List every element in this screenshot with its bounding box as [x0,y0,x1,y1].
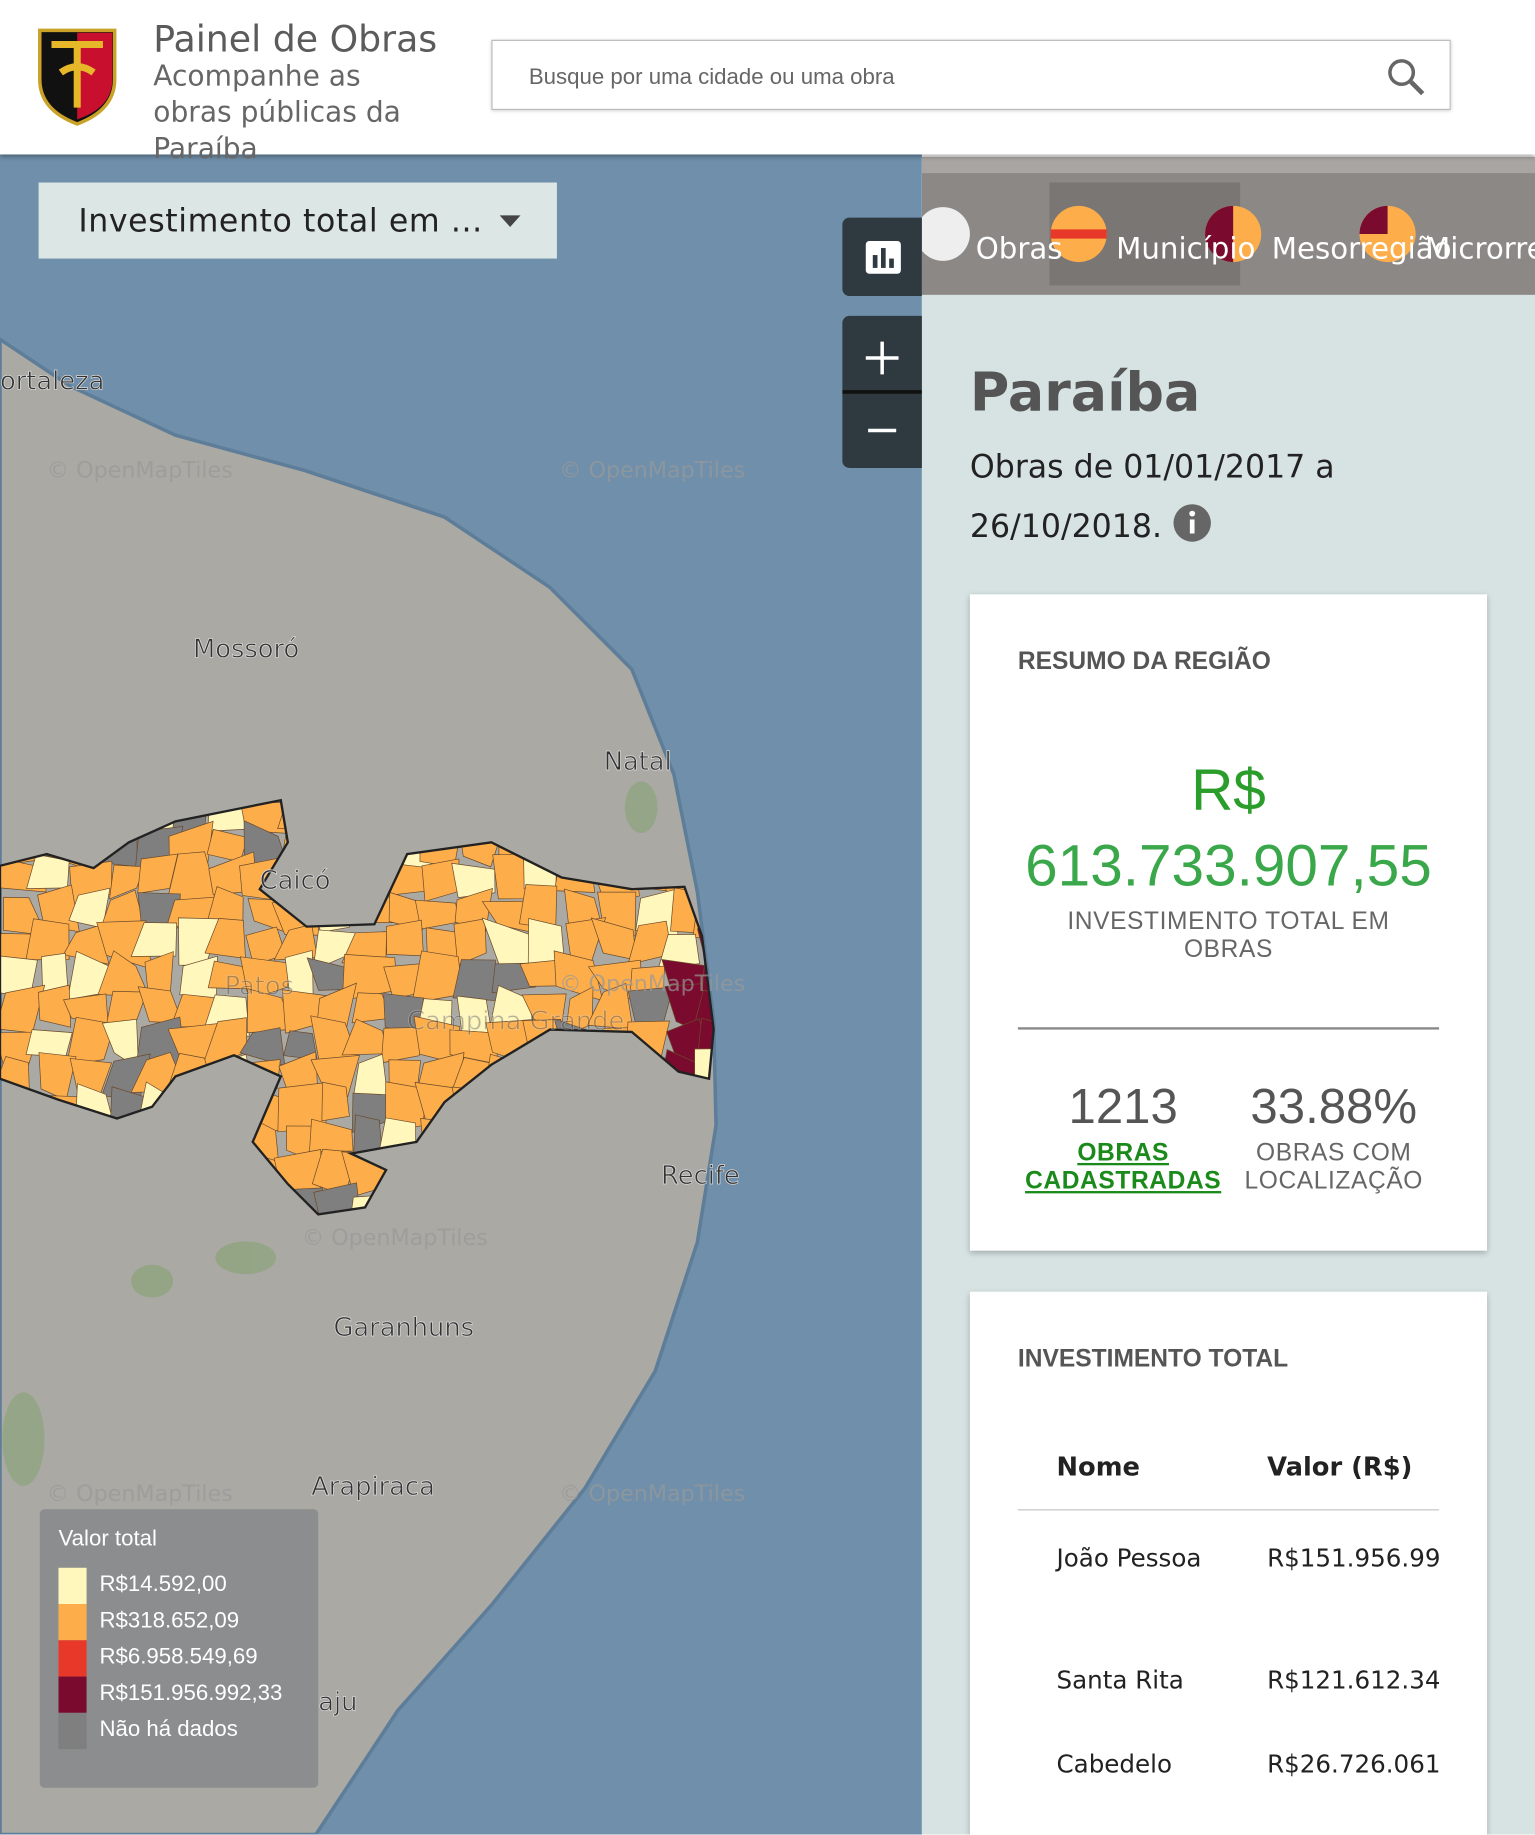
card-title: RESUMO DA REGIÃO [1018,648,1271,676]
divider [1018,1027,1439,1029]
legend-swatch [58,1604,86,1640]
legend-swatch [58,1677,86,1713]
municipality [38,985,70,1027]
card-title: INVESTIMENTO TOTAL [1018,1345,1288,1373]
info-icon[interactable] [1172,503,1212,543]
column-header: Nome [1018,1427,1229,1509]
legend-label: R$6.958.549,69 [99,1645,257,1671]
tab[interactable]: Microrregião [1425,232,1535,266]
legend-label: R$151.956.992,33 [99,1681,282,1707]
period-text: Obras de 01/01/2017 a 26/10/2018. [970,449,1335,545]
dropdown-text: Investimento total em ... [78,204,482,240]
municipality [386,920,423,956]
app-title: Painel de Obras [153,19,437,61]
chart-toggle[interactable] [842,218,922,296]
app-subtitle: Acompanhe as obras públicas da Paraíba [153,58,445,167]
count-link[interactable]: OBRAS CADASTRADAS [1018,1140,1229,1196]
search-icon[interactable] [1386,57,1426,97]
city-label: Caicó [260,866,331,896]
tab[interactable]: Obras [976,232,1063,266]
city-label: Natal [604,747,672,777]
count-value: 1213 [1018,1079,1229,1135]
row-name: Santa Rita [1018,1638,1229,1722]
city-label: Mossoró [193,635,299,665]
attribution: © OpenMapTiles [559,971,745,997]
city-label: Patos [225,971,294,1001]
zoom-controls [842,316,922,468]
row-value: R$121.612.346, [1228,1638,1439,1722]
legend-swatch [58,1640,86,1676]
zoom-icons[interactable] [842,316,922,468]
legend-label: R$14.592,00 [99,1572,226,1598]
city-label: ortaleza [0,367,104,397]
table-row: CabedeloR$26.726.061, [1018,1722,1439,1806]
attribution: © OpenMapTiles [302,1225,488,1251]
investment-card: INVESTIMENTO TOTAL Nome Valor (R$) João … [970,1292,1487,1835]
legend-label: Não há dados [99,1718,237,1744]
attribution: © OpenMapTiles [47,1481,233,1507]
row-value: R$26.726.061, [1228,1722,1439,1806]
municipality [322,1082,350,1121]
layer-dropdown[interactable]: Investimento total em ... [39,183,557,259]
city-label: Campina Grande [407,1007,624,1037]
total-value: 613.733.907,55 [970,832,1487,900]
table-row: Santa RitaR$121.612.346, [1018,1638,1439,1722]
investment-table: Nome Valor (R$) João PessoaR$151.956.992… [1018,1427,1439,1806]
chart-icon [842,218,922,296]
legend-swatch [58,1568,86,1604]
logo [35,26,119,127]
column-header: Valor (R$) [1228,1427,1439,1509]
city-label: aju [318,1687,357,1717]
period: Obras de 01/01/2017 a 26/10/2018. [970,438,1356,557]
city-label: Garanhuns [333,1313,474,1343]
table-row: João PessoaR$151.956.992 [1018,1509,1439,1638]
legend-title: Valor total [58,1527,156,1553]
caret [500,215,521,227]
tab-bar: Obras Município Mesorregião Microrregião [922,157,1535,295]
legend-label: R$318.652,09 [99,1609,239,1635]
region-name: Paraíba [970,360,1200,423]
summary-card: RESUMO DA REGIÃO R$ 613.733.907,55 INVES… [970,594,1487,1250]
header: Painel de Obras Acompanhe as obras públi… [0,0,1535,154]
attribution: © OpenMapTiles [559,457,745,483]
attribution: © OpenMapTiles [47,457,233,483]
row-name: Cabedelo [1018,1722,1229,1806]
search-placeholder: Busque por uma cidade ou uma obra [529,66,895,92]
city-label: Arapiraca [311,1472,435,1502]
currency: R$ [970,756,1487,824]
legend: Valor total R$14.592,00 R$318.652,09 R$6.9… [40,1509,318,1787]
tab[interactable]: Município [1116,232,1255,266]
search-box[interactable]: Busque por uma cidade ou uma obra [491,40,1450,110]
total-label: INVESTIMENTO TOTAL EM OBRAS [1040,908,1417,964]
legend-swatch [58,1713,86,1749]
attribution: © OpenMapTiles [559,1481,745,1507]
table-header: Nome Valor (R$) [1018,1427,1439,1509]
municipality [26,1030,72,1057]
percent-label: OBRAS COM LOCALIZAÇÃO [1228,1140,1439,1196]
percent-value: 33.88% [1228,1079,1439,1135]
sidebar: Obras Município Mesorregião Microrregião… [922,157,1535,1835]
city-label: Recife [661,1161,740,1191]
row-value: R$151.956.992 [1228,1509,1439,1638]
row-name: João Pessoa [1018,1509,1229,1638]
municipality [493,854,526,899]
